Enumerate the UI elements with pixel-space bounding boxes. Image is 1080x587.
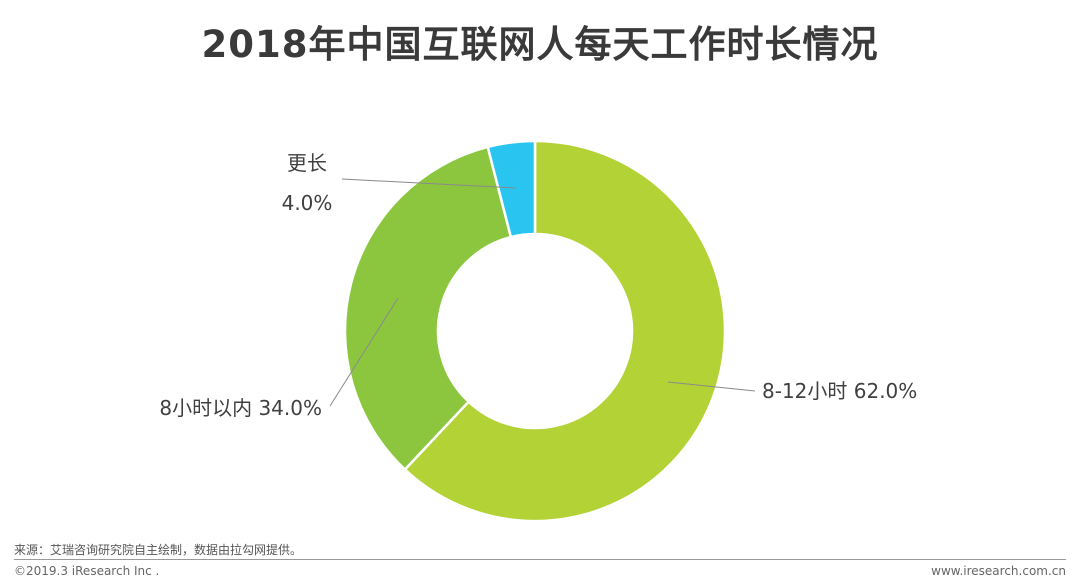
slice-value-3: 4.0% <box>282 191 333 215</box>
leader-line-3 <box>341 178 517 189</box>
website-link[interactable]: www.iresearch.com.cn <box>931 564 1066 578</box>
footer-divider <box>14 559 1066 560</box>
slice-3 <box>486 139 537 239</box>
slice-label-3: 更长 <box>287 151 327 175</box>
slice-2 <box>343 145 513 472</box>
leader-line-1 <box>667 381 756 392</box>
chart-title: 2018年中国互联网人每天工作时长情况 <box>201 23 879 66</box>
slice-label-1: 8-12小时 62.0% <box>762 379 917 403</box>
slice-label-2: 8小时以内 34.0% <box>159 396 322 420</box>
copyright-text: ©2019.3 iResearch Inc . <box>14 564 160 578</box>
leader-line-2 <box>329 297 399 407</box>
slice-1 <box>403 139 727 523</box>
source-note: 来源：艾瑞咨询研究院自主绘制，数据由拉勾网提供。 <box>14 543 303 557</box>
